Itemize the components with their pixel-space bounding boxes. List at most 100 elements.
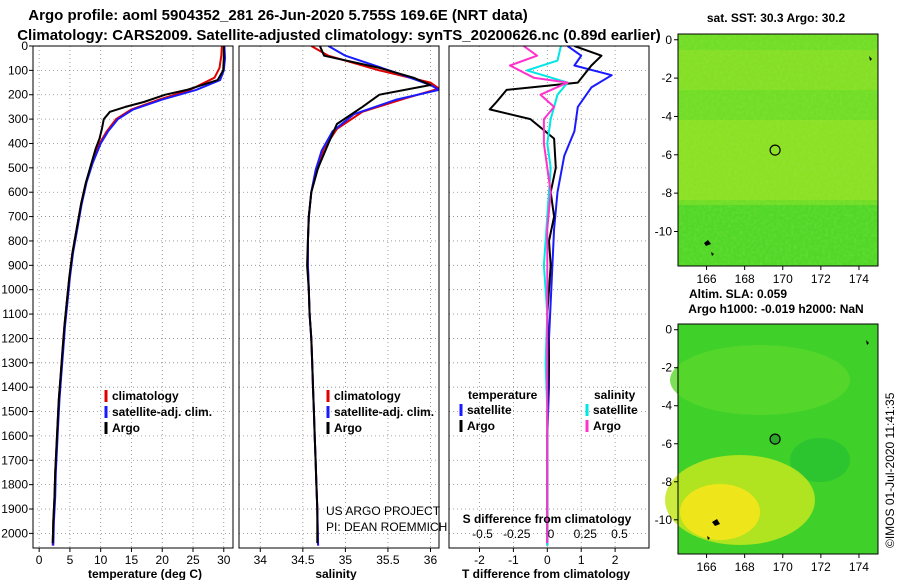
depth-tick-label: 1600 bbox=[1, 429, 28, 443]
depth-tick-label: 800 bbox=[8, 234, 28, 248]
salinity-panel: 34 34.5 35 35.5 36 salinity climatology sate… bbox=[238, 45, 447, 580]
lon-tick-label: 174 bbox=[849, 272, 869, 286]
depth-tick-label: 400 bbox=[8, 136, 28, 150]
depth-tick-label: 1500 bbox=[1, 405, 28, 419]
lon-tick-label: 166 bbox=[697, 560, 717, 574]
depth-tick-label: 1700 bbox=[1, 453, 28, 467]
x-tick-label: 0 bbox=[36, 553, 43, 567]
x-tick-label: 35.5 bbox=[376, 553, 400, 567]
lon-tick-label: 174 bbox=[849, 560, 869, 574]
legend-title-temperature: temperature bbox=[468, 388, 538, 402]
s-tick-label: 0.5 bbox=[611, 527, 628, 541]
salinity-grid bbox=[239, 45, 439, 548]
sla-map-y-axis: 0 -2 -4 -6 -8 -10 bbox=[655, 323, 678, 527]
s-tick-label: 0.25 bbox=[574, 527, 598, 541]
legend-satellite: satellite-adj. clim. bbox=[334, 405, 434, 419]
depth-tick-label: 1000 bbox=[1, 283, 28, 297]
sla-map: Altim. SLA: 0.059 Argo h1000: -0.019 h20… bbox=[655, 287, 879, 574]
temperature-legend: climatology satellite-adj. clim. Argo bbox=[104, 389, 212, 435]
x-tick-label: 1 bbox=[578, 553, 585, 567]
t-difference-x-axis: -2 -1 0 1 2 bbox=[474, 548, 619, 567]
x-tick-label: 25 bbox=[186, 553, 200, 567]
series-argo bbox=[306, 46, 432, 544]
legend-title-salinity: salinity bbox=[594, 388, 636, 402]
sla-map-title: Altim. SLA: 0.059 bbox=[689, 287, 787, 301]
temperature-frame bbox=[32, 45, 234, 549]
x-tick-label: 34.5 bbox=[291, 553, 315, 567]
s-tick-label: -0.25 bbox=[503, 527, 531, 541]
depth-tick-label: 1800 bbox=[1, 478, 28, 492]
series-s-argo bbox=[509, 46, 569, 544]
depth-tick-label: 900 bbox=[8, 258, 28, 272]
series-argo bbox=[51, 46, 225, 544]
title-line-1: Argo profile: aoml 5904352_281 26-Jun-20… bbox=[28, 7, 527, 24]
lat-tick-label: -8 bbox=[661, 186, 672, 200]
lon-tick-label: 168 bbox=[735, 560, 755, 574]
x-tick-label: 34 bbox=[254, 553, 268, 567]
x-tick-label: -1 bbox=[508, 553, 519, 567]
series-satellite-adj-clim- bbox=[52, 46, 226, 546]
series-climatology bbox=[306, 46, 439, 546]
lat-tick-label: -6 bbox=[661, 437, 672, 451]
salinity-lines bbox=[306, 46, 439, 546]
depth-tick-label: 1200 bbox=[1, 331, 28, 345]
x-tick-label: 5 bbox=[67, 553, 74, 567]
x-tick-label: 35 bbox=[339, 553, 353, 567]
x-tick-label: 0 bbox=[544, 553, 551, 567]
salinity-legend: climatology satellite-adj. clim. Argo bbox=[326, 389, 434, 435]
sla-map-x-axis: 166 168 170 172 174 bbox=[697, 554, 869, 574]
sst-map-x-axis: 166 168 170 172 174 bbox=[697, 266, 869, 286]
depth-tick-label: 300 bbox=[8, 112, 28, 126]
sla-patch-north bbox=[670, 345, 850, 415]
lat-tick-label: -4 bbox=[661, 109, 672, 123]
lon-tick-label: 172 bbox=[811, 560, 831, 574]
project-credit: US ARGO PROJECT bbox=[326, 504, 441, 518]
depth-tick-label: 700 bbox=[8, 210, 28, 224]
depth-tick-label: 1900 bbox=[1, 502, 28, 516]
temperature-lines bbox=[51, 46, 226, 546]
sst-argo-location-marker bbox=[769, 144, 781, 156]
sla-map-frame bbox=[677, 323, 879, 555]
series-t-argo bbox=[488, 46, 603, 544]
depth-tick-label: 1400 bbox=[1, 380, 28, 394]
lat-tick-label: -10 bbox=[655, 224, 673, 238]
t-difference-xlabel: T difference from climatology bbox=[462, 567, 630, 580]
legend-t-satellite: satellite bbox=[467, 403, 512, 417]
lon-tick-label: 166 bbox=[697, 272, 717, 286]
sst-map-title: sat. SST: 30.3 Argo: 30.2 bbox=[707, 11, 846, 25]
legend-satellite: satellite-adj. clim. bbox=[112, 405, 212, 419]
difference-frame bbox=[448, 45, 650, 549]
difference-legend: temperature salinity satellite Argo sate… bbox=[459, 388, 638, 433]
lon-tick-label: 168 bbox=[735, 272, 755, 286]
temperature-x-axis: 0 5 10 15 20 25 30 bbox=[36, 548, 231, 567]
lat-tick-label: -8 bbox=[661, 475, 672, 489]
x-tick-label: 15 bbox=[125, 553, 139, 567]
s-difference-xlabel: S difference from climatology bbox=[463, 512, 632, 526]
temperature-panel: 0100200300400500600700800900100011001200… bbox=[1, 39, 234, 580]
series-t-satellite bbox=[546, 46, 613, 546]
x-tick-label: 30 bbox=[217, 553, 231, 567]
legend-argo: Argo bbox=[112, 421, 140, 435]
sst-map-frame bbox=[677, 33, 879, 267]
lat-tick-label: -4 bbox=[661, 399, 672, 413]
lat-tick-label: -10 bbox=[655, 513, 673, 527]
sla-map-subtitle: Argo h1000: -0.019 h2000: NaN bbox=[688, 302, 863, 316]
depth-tick-label: 1100 bbox=[2, 307, 28, 321]
lat-tick-label: 0 bbox=[665, 323, 672, 337]
depth-tick-label: 2000 bbox=[1, 526, 28, 540]
depth-tick-label: 0 bbox=[21, 39, 28, 53]
pi-credit: PI: DEAN ROEMMICH bbox=[326, 520, 447, 534]
sla-patch-east bbox=[790, 438, 850, 482]
x-tick-label: 10 bbox=[94, 553, 108, 567]
sst-map: sat. SST: 30.3 Argo: 30.2 166 168 170 172 17… bbox=[655, 11, 879, 286]
series-satellite-adj-clim- bbox=[306, 46, 439, 546]
legend-climatology: climatology bbox=[112, 389, 179, 403]
depth-tick-label: 200 bbox=[8, 88, 28, 102]
temperature-grid bbox=[33, 45, 233, 548]
lat-tick-label: -2 bbox=[661, 71, 672, 85]
sst-texture bbox=[678, 34, 878, 266]
title-line-2: Climatology: CARS2009. Satellite-adjuste… bbox=[17, 27, 661, 44]
legend-s-satellite: satellite bbox=[593, 403, 638, 417]
lat-tick-label: -2 bbox=[661, 361, 672, 375]
